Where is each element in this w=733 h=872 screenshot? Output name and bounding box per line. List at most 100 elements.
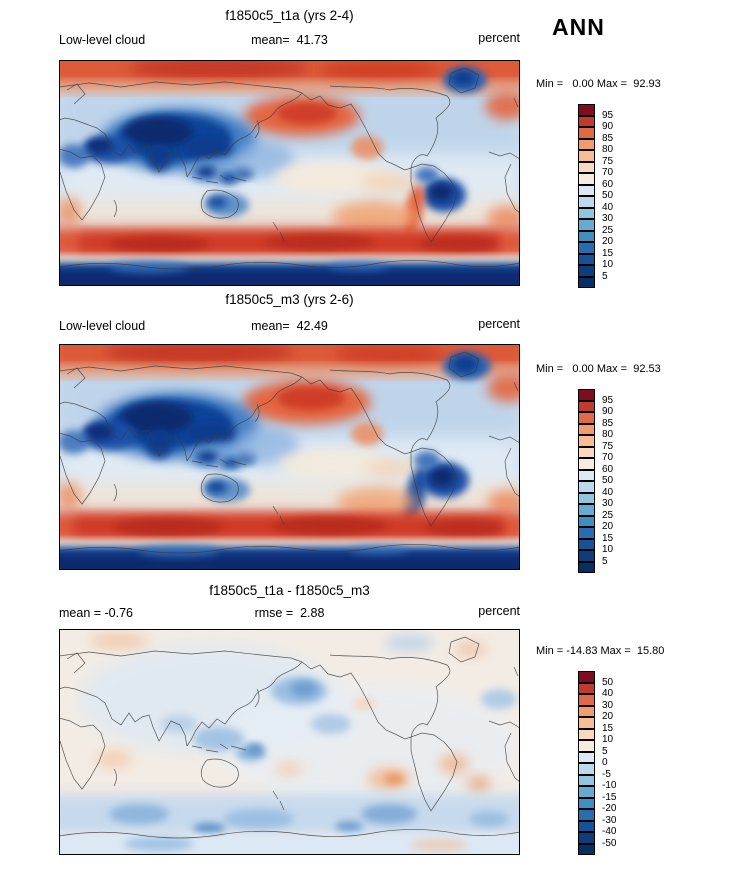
colorbar-tick-label: 60: [602, 178, 614, 190]
colorbar-box: [578, 797, 595, 809]
panel-title: f1850c5_m3 (yrs 2-6): [225, 292, 354, 307]
colorbar-tick-label: -10: [602, 780, 617, 791]
colorbar-box: [578, 115, 595, 127]
colorbar-box: [578, 242, 595, 254]
colorbar-tick-label: -20: [602, 803, 617, 814]
world-map-case1: [59, 60, 520, 286]
colorbar-tick-label: 5: [602, 270, 608, 282]
panel-title: f1850c5_t1a (yrs 2-4): [225, 8, 354, 23]
panel-stats-row: Low-level cloud mean= 41.73 percent: [59, 31, 520, 49]
variable-label: Low-level cloud: [59, 33, 146, 47]
colorbar-box: [578, 774, 595, 786]
colorbar-tick-label: 50: [602, 676, 614, 688]
colorbar-tick-label: -5: [602, 768, 611, 780]
colorbar-box: [578, 705, 595, 717]
minmax-label: Min = 0.00 Max = 92.93: [536, 78, 661, 90]
colorbar-tick-label: 95: [602, 394, 614, 406]
colorbar-tick-label: 70: [602, 452, 614, 463]
mean-label: mean= 41.73: [251, 33, 328, 47]
world-map-difference: [59, 629, 520, 855]
colorbar-tick-label: 40: [602, 201, 614, 213]
colorbar-tick-label: 40: [602, 688, 614, 699]
colorbar-box: [578, 184, 595, 196]
colorbar-tick-label: 80: [602, 429, 614, 440]
colorbar-tick-label: 40: [602, 486, 614, 498]
colorbar-tick-label: -40: [602, 826, 617, 837]
colorbar-box: [578, 671, 595, 683]
colorbar-box: [578, 469, 595, 481]
colorbar-box: [578, 832, 595, 844]
colorbar-tick-label: 25: [602, 509, 614, 521]
colorbar-box: [578, 389, 595, 401]
colorbar-tick-label: -30: [602, 814, 617, 826]
colorbar-box: [578, 561, 595, 573]
season-label: ANN: [552, 14, 605, 40]
colorbar-box: [578, 138, 595, 150]
colorbar-tick-label: 85: [602, 132, 614, 144]
colorbar-box: [578, 276, 595, 288]
colorbar-box: [578, 104, 595, 116]
colorbar-box: [578, 435, 595, 447]
mean-label: mean= 42.49: [251, 319, 328, 333]
minmax-label: Min = -14.83 Max = 15.80: [536, 645, 665, 657]
colorbar-box: [578, 265, 595, 277]
colorbar-box: [578, 538, 595, 550]
colorbar-tick-label: 10: [602, 734, 614, 745]
colorbar-box: [578, 786, 595, 798]
units-label: percent: [478, 604, 520, 618]
colorbar-box: [578, 492, 595, 504]
units-label: percent: [478, 317, 520, 331]
colorbar-box: [578, 809, 595, 821]
colorbar-box: [578, 515, 595, 527]
colorbar-tick-label: -50: [602, 837, 617, 849]
colorbar-tick-label: 50: [602, 475, 614, 486]
colorbar-box: [578, 207, 595, 219]
colorbar-tick-label: 60: [602, 463, 614, 475]
mean-label: mean = -0.76: [59, 606, 134, 620]
rmse-label: rmse = 2.88: [254, 606, 325, 620]
colorbar-box: [578, 161, 595, 173]
colorbar-tick-label: 75: [602, 155, 614, 167]
colorbar-difference: 50 40 30 20 15 10 5 0 -5 -10 -15 -20 -30 -40 -50: [578, 671, 616, 855]
colorbar-box: [578, 740, 595, 752]
colorbar-tick-label: 90: [602, 121, 614, 132]
colorbar-tick-label: 15: [602, 532, 614, 544]
colorbar-tick-label: 50: [602, 190, 614, 201]
units-label: percent: [478, 31, 520, 45]
colorbar-tick-label: 90: [602, 406, 614, 417]
colorbar-box: [578, 219, 595, 231]
colorbar-box: [578, 728, 595, 740]
colorbar-tick-label: 95: [602, 109, 614, 121]
colorbar-case1: 95 90 85 80 75 70 60 50 40 30 25 20 15 10 5: [578, 104, 613, 288]
colorbar-box: [578, 694, 595, 706]
colorbar-tick-label: -15: [602, 791, 617, 803]
colorbar-box: [578, 751, 595, 763]
colorbar-box: [578, 527, 595, 539]
colorbar-box: [578, 504, 595, 516]
colorbar-box: [578, 843, 595, 855]
colorbar-tick-label: 5: [602, 555, 608, 567]
colorbar-tick-label: 25: [602, 224, 614, 236]
colorbar-box: [578, 458, 595, 470]
world-map-case2: [59, 344, 520, 570]
colorbar-box: [578, 446, 595, 458]
colorbar-tick-label: 30: [602, 213, 614, 224]
colorbar-tick-label: 80: [602, 144, 614, 155]
colorbar-box: [578, 682, 595, 694]
colorbar-tick-label: 85: [602, 417, 614, 429]
colorbar-box: [578, 423, 595, 435]
colorbar-box: [578, 763, 595, 775]
panel-stats-row: Low-level cloud mean= 42.49 percent: [59, 317, 520, 335]
minmax-label: Min = 0.00 Max = 92.53: [536, 363, 661, 375]
colorbar-tick-label: 70: [602, 167, 614, 178]
colorbar-tick-label: 15: [602, 247, 614, 259]
colorbar-tick-label: 15: [602, 722, 614, 734]
colorbar-tick-label: 30: [602, 498, 614, 509]
variable-label: Low-level cloud: [59, 319, 146, 333]
colorbar-tick-label: 0: [602, 757, 608, 768]
colorbar-box: [578, 253, 595, 265]
colorbar-tick-label: 20: [602, 711, 614, 722]
colorbar-tick-label: 5: [602, 745, 608, 757]
colorbar-box: [578, 717, 595, 729]
